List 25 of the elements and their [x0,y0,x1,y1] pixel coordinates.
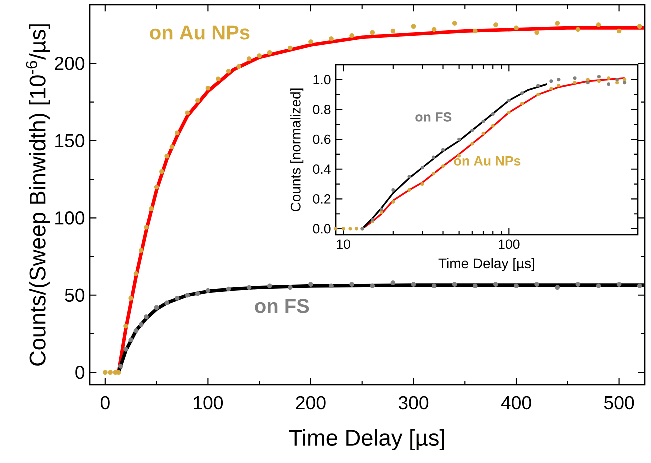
series-label: on FS [255,299,310,314]
y-axis-title: Counts [normalized] [290,88,304,212]
y-axis-title: Counts/(Sweep Binwidth) [10$^{-6}$/µs] [26,24,50,366]
y-tick-label: 1.0 [314,75,331,85]
series-label: on Au NPs [454,156,521,166]
x-tick-label: 300 [398,396,429,410]
x-tick-label: 0 [100,396,110,410]
x-tick-label: 400 [501,396,532,410]
y-tick-label: 0.0 [313,224,331,234]
x-tick-label: 500 [604,396,634,410]
series-label: on Au NPs [150,26,250,40]
series-label: on FS [416,112,452,122]
y-tick-label: 50 [65,288,85,302]
y-tick-label: 200 [55,57,85,70]
x-axis-title: Time Delay [µs] [438,258,534,272]
y-tick-label: 0 [76,366,85,380]
y-tick-label: 0.8 [313,105,331,114]
x-axis-title: Time Delay [µs] [289,429,444,451]
y-tick-label: 100 [56,212,85,225]
y-tick-label: 150 [56,134,85,148]
x-tick-label: 100 [194,396,224,410]
y-tick-label: 0.6 [313,134,331,144]
x-tick-label: 10 [337,240,350,250]
y-tick-label: 0.2 [313,194,331,204]
y-tick-label: 0.4 [313,164,331,174]
